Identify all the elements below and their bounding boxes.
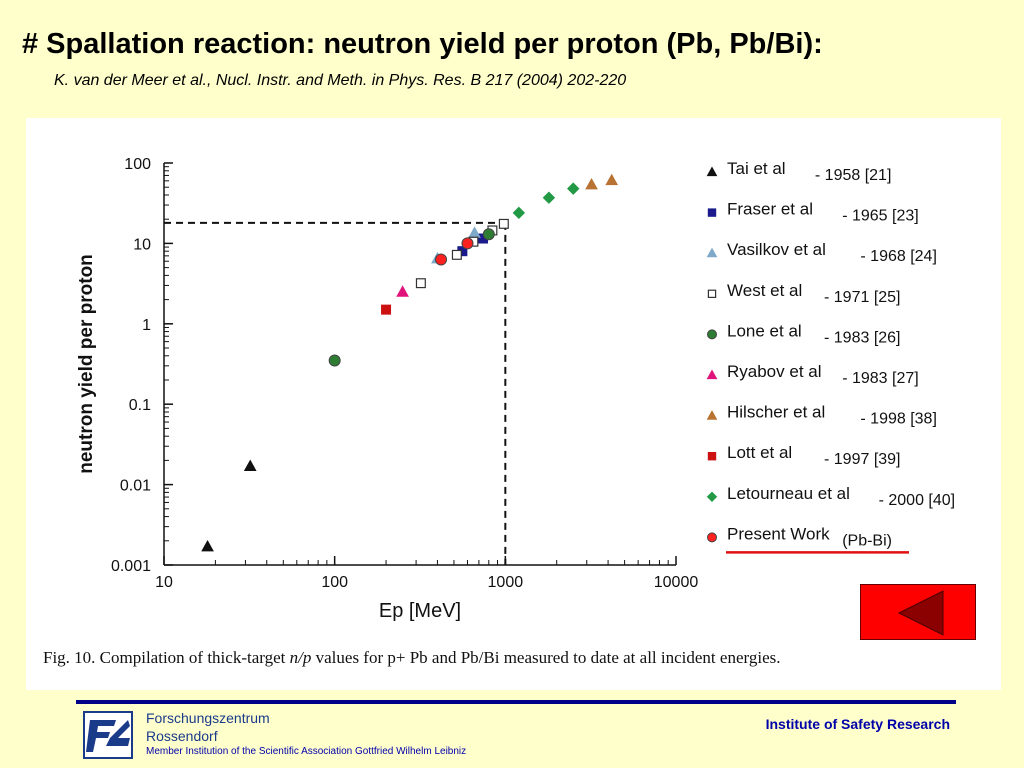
legend-marker — [706, 369, 718, 380]
data-point — [451, 249, 462, 260]
legend-label: Fraser et al — [727, 200, 813, 219]
legend-reference: - 1965 [23] — [842, 208, 919, 225]
legend-marker — [706, 247, 718, 258]
data-point — [415, 278, 426, 289]
legend-reference: - 1958 [21] — [815, 167, 892, 184]
data-point — [381, 304, 392, 315]
data-point — [468, 226, 481, 238]
data-point — [605, 173, 619, 186]
legend-label: Hilscher et al — [727, 403, 825, 422]
fzr-logo-icon — [83, 711, 133, 759]
legend-label: Lone et al — [727, 321, 802, 340]
data-point — [585, 177, 598, 190]
x-tick-label: 100 — [321, 574, 348, 591]
y-tick-label: 1 — [142, 317, 151, 334]
y-axis-title: neutron yield per proton — [76, 254, 97, 474]
data-point — [461, 237, 474, 250]
org-name-line1: Forschungszentrum — [146, 710, 270, 726]
legend-label: Vasilkov et al — [727, 240, 826, 259]
chart-panel: 10 100 1000 10000 0.001 0.01 0.1 1 10 100 Ep [MeV]… — [26, 118, 1001, 690]
institute-name: Institute of Safety Research — [765, 716, 950, 732]
legend-reference: - 1998 [38] — [860, 411, 937, 428]
data-point — [201, 539, 214, 552]
data-point — [512, 206, 526, 220]
legend-marker — [706, 410, 718, 420]
x-tick-label: 10 — [155, 574, 173, 591]
y-tick-label: 0.1 — [129, 397, 151, 414]
data-point — [435, 253, 448, 266]
legend-marker — [707, 329, 717, 340]
chart-svg: 10 100 1000 10000 0.001 0.01 0.1 1 10 100 Ep [MeV]… — [76, 156, 956, 622]
y-tick-label: 0.001 — [111, 558, 151, 575]
legend-label: Present Work — [727, 524, 830, 543]
data-point — [482, 228, 495, 241]
slide-title: # Spallation reaction: neutron yield per… — [22, 28, 823, 60]
figure-caption: Fig. 10. Compilation of thick-target n/p… — [43, 648, 781, 667]
data-point — [567, 182, 580, 195]
x-tick-label: 10000 — [654, 574, 699, 591]
legend-marker — [706, 491, 718, 503]
reference-subtitle: K. van der Meer et al., Nucl. Instr. and… — [54, 72, 627, 89]
legend-reference: (Pb-Bi) — [842, 532, 892, 549]
legend-reference: - 1983 [27] — [842, 370, 919, 387]
org-name-line2: Rossendorf — [146, 728, 218, 744]
footer-divider — [76, 700, 956, 704]
legend-reference: - 1968 [24] — [860, 248, 937, 265]
x-axis-title: Ep [MeV] — [379, 600, 461, 622]
legend-reference: - 1997 [39] — [824, 451, 901, 468]
legend-marker — [707, 208, 717, 217]
legend-label: Letourneau et al — [727, 484, 850, 503]
legend-marker — [706, 166, 718, 177]
legend-marker — [707, 289, 717, 298]
triangle-left-icon — [897, 590, 944, 636]
y-tick-label: 0.01 — [120, 478, 151, 495]
legend-label: Tai et al — [727, 159, 786, 178]
legend-reference: - 1971 [25] — [824, 289, 901, 306]
data-point — [542, 191, 556, 204]
legend-label: Lott et al — [727, 443, 792, 462]
legend-label: West et al — [727, 281, 802, 300]
legend-marker — [707, 532, 717, 543]
back-button[interactable] — [860, 584, 976, 640]
data-point — [498, 218, 509, 229]
y-tick-label: 10 — [133, 236, 151, 253]
legend-label: Ryabov et al — [727, 362, 822, 381]
x-tick-label: 1000 — [488, 574, 524, 591]
y-tick-label: 100 — [124, 156, 151, 173]
legend-reference: - 2000 [40] — [879, 492, 956, 509]
org-membership-note: Member Institution of the Scientific Ass… — [146, 746, 467, 757]
data-point — [243, 459, 257, 471]
data-point — [396, 285, 409, 297]
legend-reference: - 1983 [26] — [824, 329, 901, 346]
data-point — [328, 354, 341, 367]
legend-marker — [707, 452, 717, 461]
